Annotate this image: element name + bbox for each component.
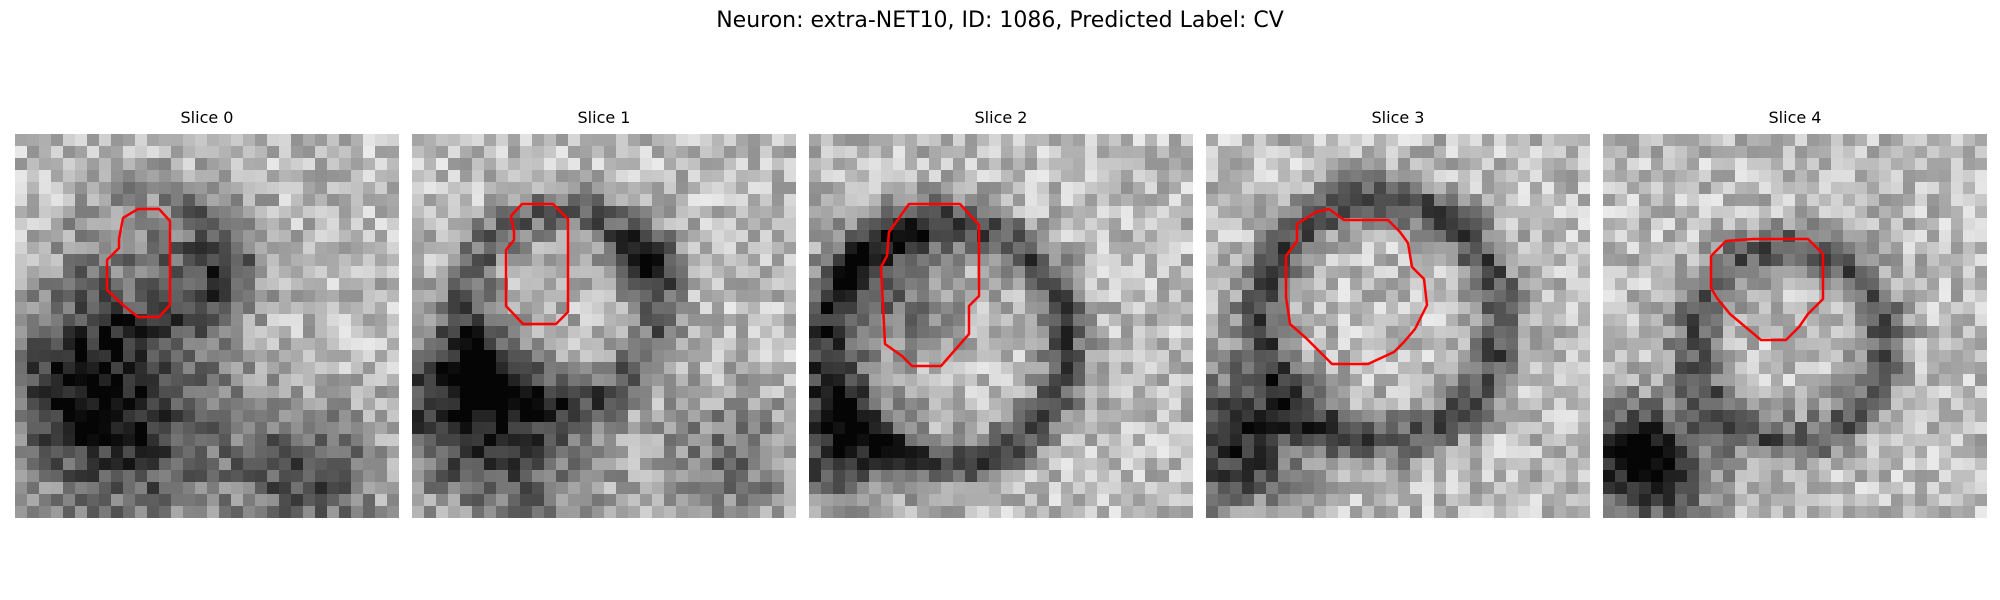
slice-title: Slice 3 (1371, 108, 1425, 127)
slice-title: Slice 1 (577, 108, 631, 127)
slice-pixels (1603, 134, 1987, 518)
slice-pixels (15, 134, 399, 518)
slice-pixels (809, 134, 1193, 518)
slice-title: Slice 0 (180, 108, 234, 127)
slice-image (809, 134, 1193, 518)
slice-title: Slice 2 (974, 108, 1028, 127)
roi-contour (504, 202, 570, 326)
slice-image (1603, 134, 1987, 518)
roi-contour (1709, 237, 1825, 342)
slice-image (412, 134, 796, 518)
figure-title: Neuron: extra-NET10, ID: 1086, Predicted… (716, 8, 1284, 33)
roi-contour (879, 202, 981, 368)
slice-pixels (412, 134, 796, 518)
roi-contour (1284, 207, 1429, 366)
slice-image (15, 134, 399, 518)
slice-pixels (1206, 134, 1590, 518)
slice-image (1206, 134, 1590, 518)
slice-title: Slice 4 (1768, 108, 1822, 127)
roi-contour (105, 207, 172, 319)
